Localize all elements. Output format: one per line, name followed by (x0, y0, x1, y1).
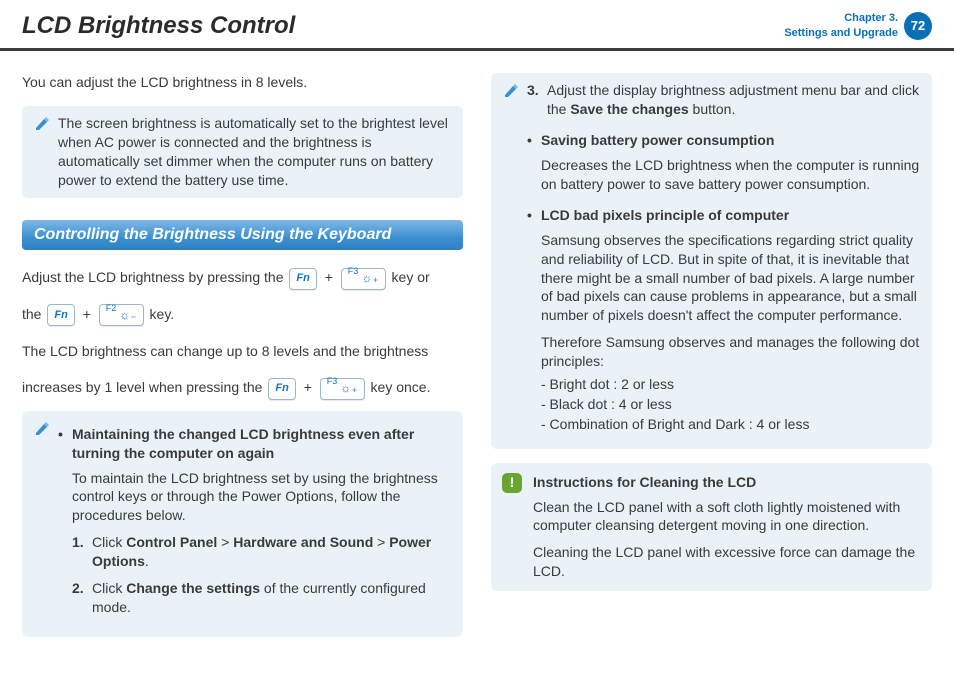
note-icon (32, 114, 52, 190)
step-number: 1. (72, 533, 92, 571)
page-header: LCD Brightness Control Chapter 3. Settin… (0, 0, 954, 51)
list-item: - Bright dot : 2 or less (541, 375, 922, 394)
para-levels-2: increases by 1 level when pressing the F… (22, 374, 463, 401)
bullet-body: Decreases the LCD brightness when the co… (541, 156, 922, 194)
bullet-icon: • (527, 206, 541, 435)
bullet-body-2: Therefore Samsung observes and manages t… (541, 333, 922, 371)
bullet-icon: • (527, 131, 541, 194)
step-number: 3. (527, 81, 547, 119)
list-item: - Black dot : 4 or less (541, 395, 922, 414)
alert-title: Instructions for Cleaning the LCD (533, 473, 920, 492)
note-continued: 3. Adjust the display brightness adjustm… (491, 73, 932, 448)
list-item: - Combination of Bright and Dark : 4 or … (541, 415, 922, 434)
t: increases by 1 level when pressing the (22, 379, 266, 395)
para-adjust-1: Adjust the LCD brightness by pressing th… (22, 264, 463, 291)
t: key. (150, 306, 175, 322)
t: key or (392, 269, 430, 285)
note-auto-brightness: The screen brightness is automatically s… (22, 106, 463, 198)
fn-key: Fn (289, 268, 316, 290)
alert-p1: Clean the LCD panel with a soft cloth li… (533, 498, 920, 536)
alert-p2: Cleaning the LCD panel with excessive fo… (533, 543, 920, 581)
fn-key: Fn (47, 304, 74, 326)
section-heading: Controlling the Brightness Using the Key… (22, 220, 463, 251)
exclamation-icon: ! (502, 473, 522, 493)
fn-key: Fn (268, 378, 295, 400)
chapter-line2: Settings and Upgrade (784, 26, 898, 41)
step-number: 2. (72, 579, 92, 617)
note-body: The screen brightness is automatically s… (58, 114, 453, 190)
note-body: 3. Adjust the display brightness adjustm… (527, 81, 922, 440)
left-column: You can adjust the LCD brightness in 8 l… (22, 73, 463, 658)
alert-cleaning: ! Instructions for Cleaning the LCD Clea… (491, 463, 932, 591)
intro-text: You can adjust the LCD brightness in 8 l… (22, 73, 463, 92)
f3-key: F3☼₊ (341, 268, 386, 290)
t: the (22, 306, 45, 322)
step-body: Click Change the settings of the current… (92, 579, 453, 617)
para-levels-1: The LCD brightness can change up to 8 le… (22, 338, 463, 365)
para-adjust-2: the Fn + F2☼₋ key. (22, 301, 463, 328)
chapter-label: Chapter 3. Settings and Upgrade (784, 11, 898, 41)
alert-icon: ! (501, 473, 523, 581)
right-column: 3. Adjust the display brightness adjustm… (491, 73, 932, 658)
t: key once. (371, 379, 431, 395)
note-body: • Maintaining the changed LCD brightness… (58, 419, 453, 629)
bullet-icon: • (58, 425, 72, 623)
bullet-title: Maintaining the changed LCD brightness e… (72, 425, 453, 463)
page-meta: Chapter 3. Settings and Upgrade 72 (784, 11, 932, 41)
plus-icon: + (304, 379, 312, 395)
f2-key: F2☼₋ (99, 304, 144, 326)
note-icon (32, 419, 52, 629)
step-body: Adjust the display brightness adjustment… (547, 81, 922, 119)
bullet-body-1: Samsung observes the specifications rega… (541, 231, 922, 325)
plus-icon: + (325, 269, 333, 285)
note-maintain-brightness: • Maintaining the changed LCD brightness… (22, 411, 463, 637)
page-number-badge: 72 (904, 12, 932, 40)
alert-body: Instructions for Cleaning the LCD Clean … (533, 473, 920, 581)
t: Adjust the LCD brightness by pressing th… (22, 269, 287, 285)
f3-key: F3☼₊ (320, 378, 365, 400)
note-icon (501, 81, 521, 440)
content-columns: You can adjust the LCD brightness in 8 l… (0, 51, 954, 658)
bullet-title: Saving battery power consumption (541, 131, 922, 150)
plus-icon: + (83, 306, 91, 322)
dot-principles: - Bright dot : 2 or less - Black dot : 4… (541, 375, 922, 434)
bullet-title: LCD bad pixels principle of computer (541, 206, 922, 225)
bullet-body: To maintain the LCD brightness set by us… (72, 469, 453, 526)
chapter-line1: Chapter 3. (784, 11, 898, 26)
step-body: Click Control Panel > Hardware and Sound… (92, 533, 453, 571)
page-title: LCD Brightness Control (22, 10, 295, 42)
